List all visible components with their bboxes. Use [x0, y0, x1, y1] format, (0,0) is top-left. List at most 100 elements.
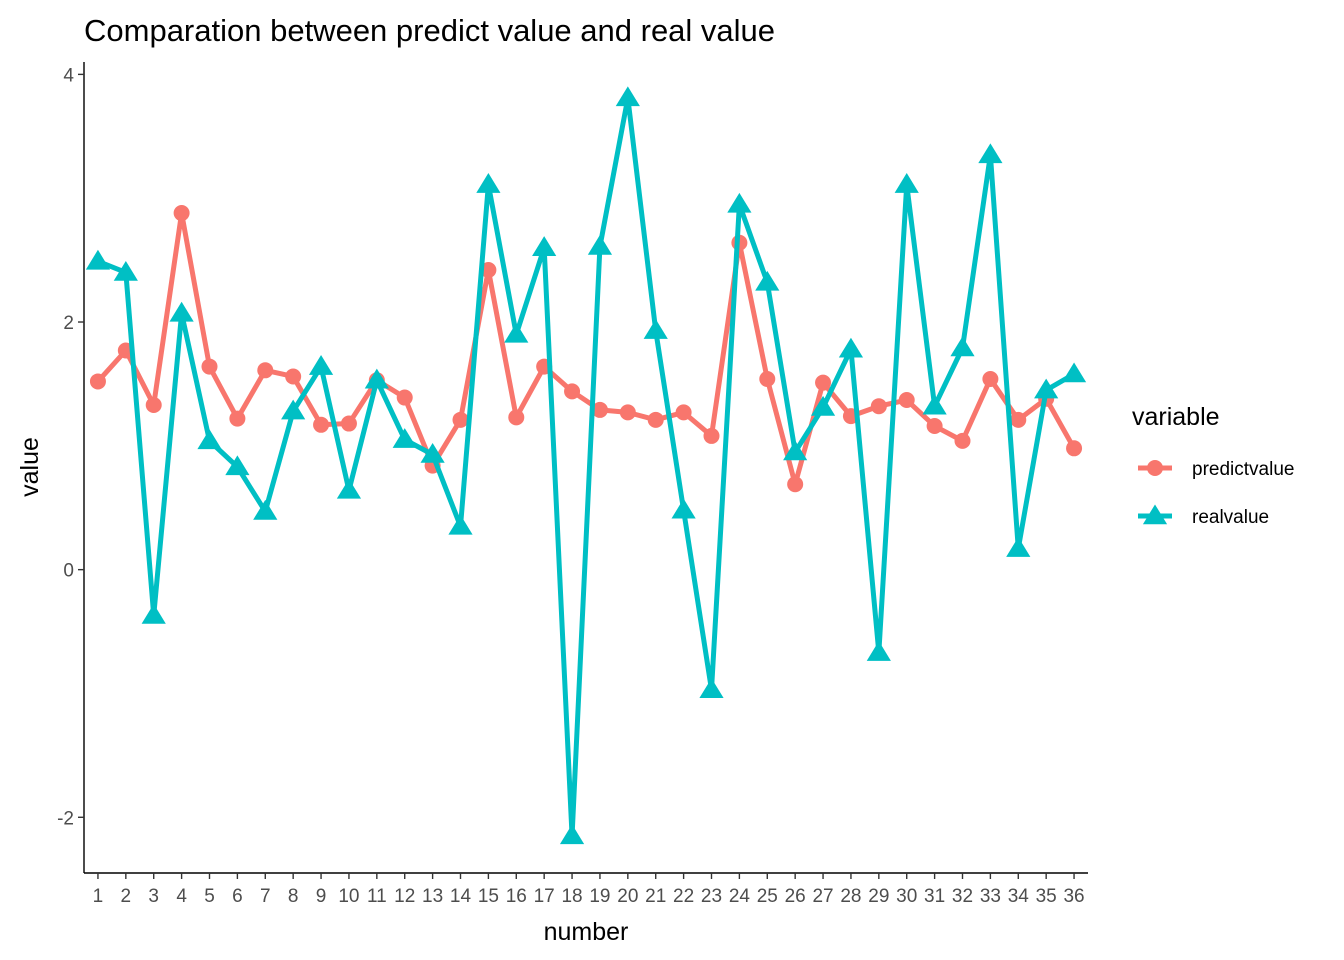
data-point-predictvalue: [675, 404, 692, 421]
x-tick-label: 24: [729, 886, 751, 907]
x-tick-label: 15: [478, 886, 499, 907]
data-point-realvalue: [755, 270, 780, 291]
x-tick-label: 1: [93, 886, 104, 907]
plot-area: [85, 86, 1087, 845]
data-point-predictvalue: [1010, 411, 1027, 428]
legend-label-predictvalue: predictvalue: [1192, 459, 1294, 480]
x-tick-label: 3: [148, 886, 159, 907]
data-point-realvalue: [1034, 378, 1059, 399]
data-point-predictvalue: [201, 358, 218, 375]
x-tick-label: 2: [121, 886, 132, 907]
data-point-realvalue: [141, 603, 166, 624]
series-realvalue: [85, 86, 1087, 845]
x-tick-label: 30: [896, 886, 917, 907]
data-point-predictvalue: [564, 383, 581, 400]
data-point-predictvalue: [898, 392, 915, 409]
x-tick-label: 31: [924, 886, 945, 907]
data-point-realvalue: [1006, 537, 1031, 557]
legend-key-marker: [1147, 460, 1163, 476]
data-point-predictvalue: [815, 374, 832, 391]
legend-label-realvalue: realvalue: [1192, 507, 1269, 528]
data-point-realvalue: [532, 236, 557, 256]
legend: variable predictvalue realvalue: [1132, 403, 1294, 528]
y-axis-title: value: [16, 437, 44, 497]
data-point-realvalue: [420, 442, 445, 463]
x-tick-label: 19: [589, 886, 610, 907]
x-tick-label: 12: [394, 886, 415, 907]
x-tick-label: 29: [868, 886, 889, 907]
data-point-realvalue: [978, 143, 1003, 164]
data-point-realvalue: [643, 319, 668, 339]
data-point-predictvalue: [340, 415, 357, 432]
y-tick-label: -2: [57, 808, 74, 829]
x-tick-label: 21: [645, 886, 666, 907]
data-point-predictvalue: [591, 401, 608, 418]
x-tick-label: 11: [367, 886, 387, 907]
data-point-predictvalue: [173, 205, 190, 222]
data-point-realvalue: [727, 192, 752, 213]
data-point-predictvalue: [313, 416, 330, 433]
x-tick-label: 32: [952, 886, 973, 907]
x-tick-label: 13: [422, 886, 443, 907]
y-tick-label: 2: [63, 313, 74, 334]
data-point-realvalue: [197, 429, 222, 450]
data-point-realvalue: [85, 249, 111, 270]
data-point-predictvalue: [452, 411, 469, 428]
data-point-realvalue: [113, 260, 138, 281]
data-point-predictvalue: [619, 404, 636, 421]
data-point-predictvalue: [647, 411, 664, 428]
data-point-realvalue: [281, 399, 306, 420]
x-tick-label: 27: [812, 886, 833, 907]
data-point-realvalue: [392, 428, 417, 448]
x-tick-label: 4: [176, 886, 187, 907]
data-point-realvalue: [699, 678, 724, 699]
data-point-realvalue: [448, 514, 473, 535]
legend-key-marker: [1142, 504, 1168, 525]
series-line-realvalue: [95, 95, 1077, 839]
data-point-realvalue: [950, 336, 975, 357]
series-predictvalue: [89, 205, 1083, 493]
y-tick-label: 0: [63, 561, 74, 582]
data-point-predictvalue: [257, 362, 274, 379]
data-point-realvalue: [225, 455, 250, 476]
data-point-predictvalue: [89, 373, 106, 390]
y-tick-label: 4: [63, 65, 74, 86]
x-tick-label: 18: [561, 886, 582, 907]
data-point-predictvalue: [870, 398, 887, 415]
data-point-predictvalue: [787, 476, 804, 493]
data-point-realvalue: [559, 824, 585, 845]
x-tick-label: 9: [316, 886, 327, 907]
x-tick-label: 33: [980, 886, 1001, 907]
x-tick-label: 20: [617, 886, 638, 907]
data-point-predictvalue: [229, 410, 246, 427]
data-point-predictvalue: [982, 370, 999, 387]
x-tick-label: 6: [232, 886, 243, 907]
x-tick-label: 23: [701, 886, 722, 907]
data-point-realvalue: [615, 86, 640, 107]
data-point-realvalue: [671, 498, 696, 519]
data-point-realvalue: [504, 322, 529, 343]
data-point-predictvalue: [508, 409, 525, 426]
data-point-realvalue: [783, 440, 808, 461]
data-point-predictvalue: [1066, 440, 1083, 457]
data-point-predictvalue: [396, 389, 413, 406]
x-tick-label: 34: [1008, 886, 1030, 907]
data-point-realvalue: [922, 394, 947, 415]
x-tick-label: 28: [840, 886, 861, 907]
data-point-realvalue: [169, 301, 194, 322]
x-tick-label: 8: [288, 886, 299, 907]
data-point-predictvalue: [145, 396, 162, 413]
data-point-realvalue: [587, 234, 613, 255]
data-point-realvalue: [336, 478, 362, 499]
data-point-realvalue: [308, 355, 334, 375]
data-point-predictvalue: [285, 368, 302, 385]
x-axis-title: number: [544, 918, 629, 946]
legend-key-predictvalue: [1138, 460, 1172, 476]
chart-title: Comparation between predict value and re…: [84, 13, 775, 48]
data-point-realvalue: [810, 395, 836, 416]
x-tick-label: 25: [757, 886, 778, 907]
data-point-predictvalue: [954, 432, 971, 449]
